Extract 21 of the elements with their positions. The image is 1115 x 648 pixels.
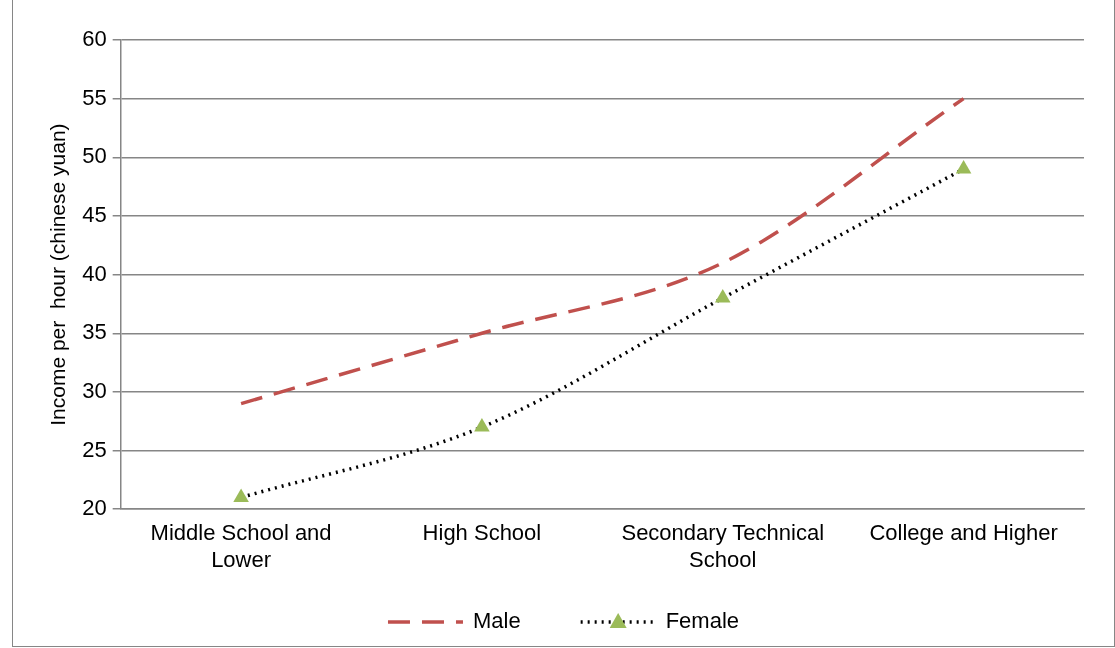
y-tick-label: 55 [82,84,107,110]
y-tick-label: 35 [82,319,107,345]
line-series [239,96,966,406]
x-tick-label: College and Higher [869,520,1058,546]
point [955,160,972,174]
y-tick-label: 25 [82,436,107,462]
x-tick-label: Secondary Technical School [621,520,825,572]
y-tick-label: 30 [82,377,107,403]
y-tick-label: 40 [82,260,107,286]
point [714,289,731,303]
legend-label: Female [665,608,740,634]
y-axis-title: Income per hour (chinese yuan) [46,123,70,426]
point [474,418,490,432]
x-tick-label: Middle School and Lower [150,520,332,572]
legend-label: Male [472,608,521,634]
x-tick-label: High School [422,520,542,546]
y-tick-label: 20 [82,495,107,521]
y-tick-label: 45 [82,202,107,228]
y-tick-label: 50 [82,143,107,169]
y-tick-label: 60 [82,26,107,52]
point [233,488,249,502]
